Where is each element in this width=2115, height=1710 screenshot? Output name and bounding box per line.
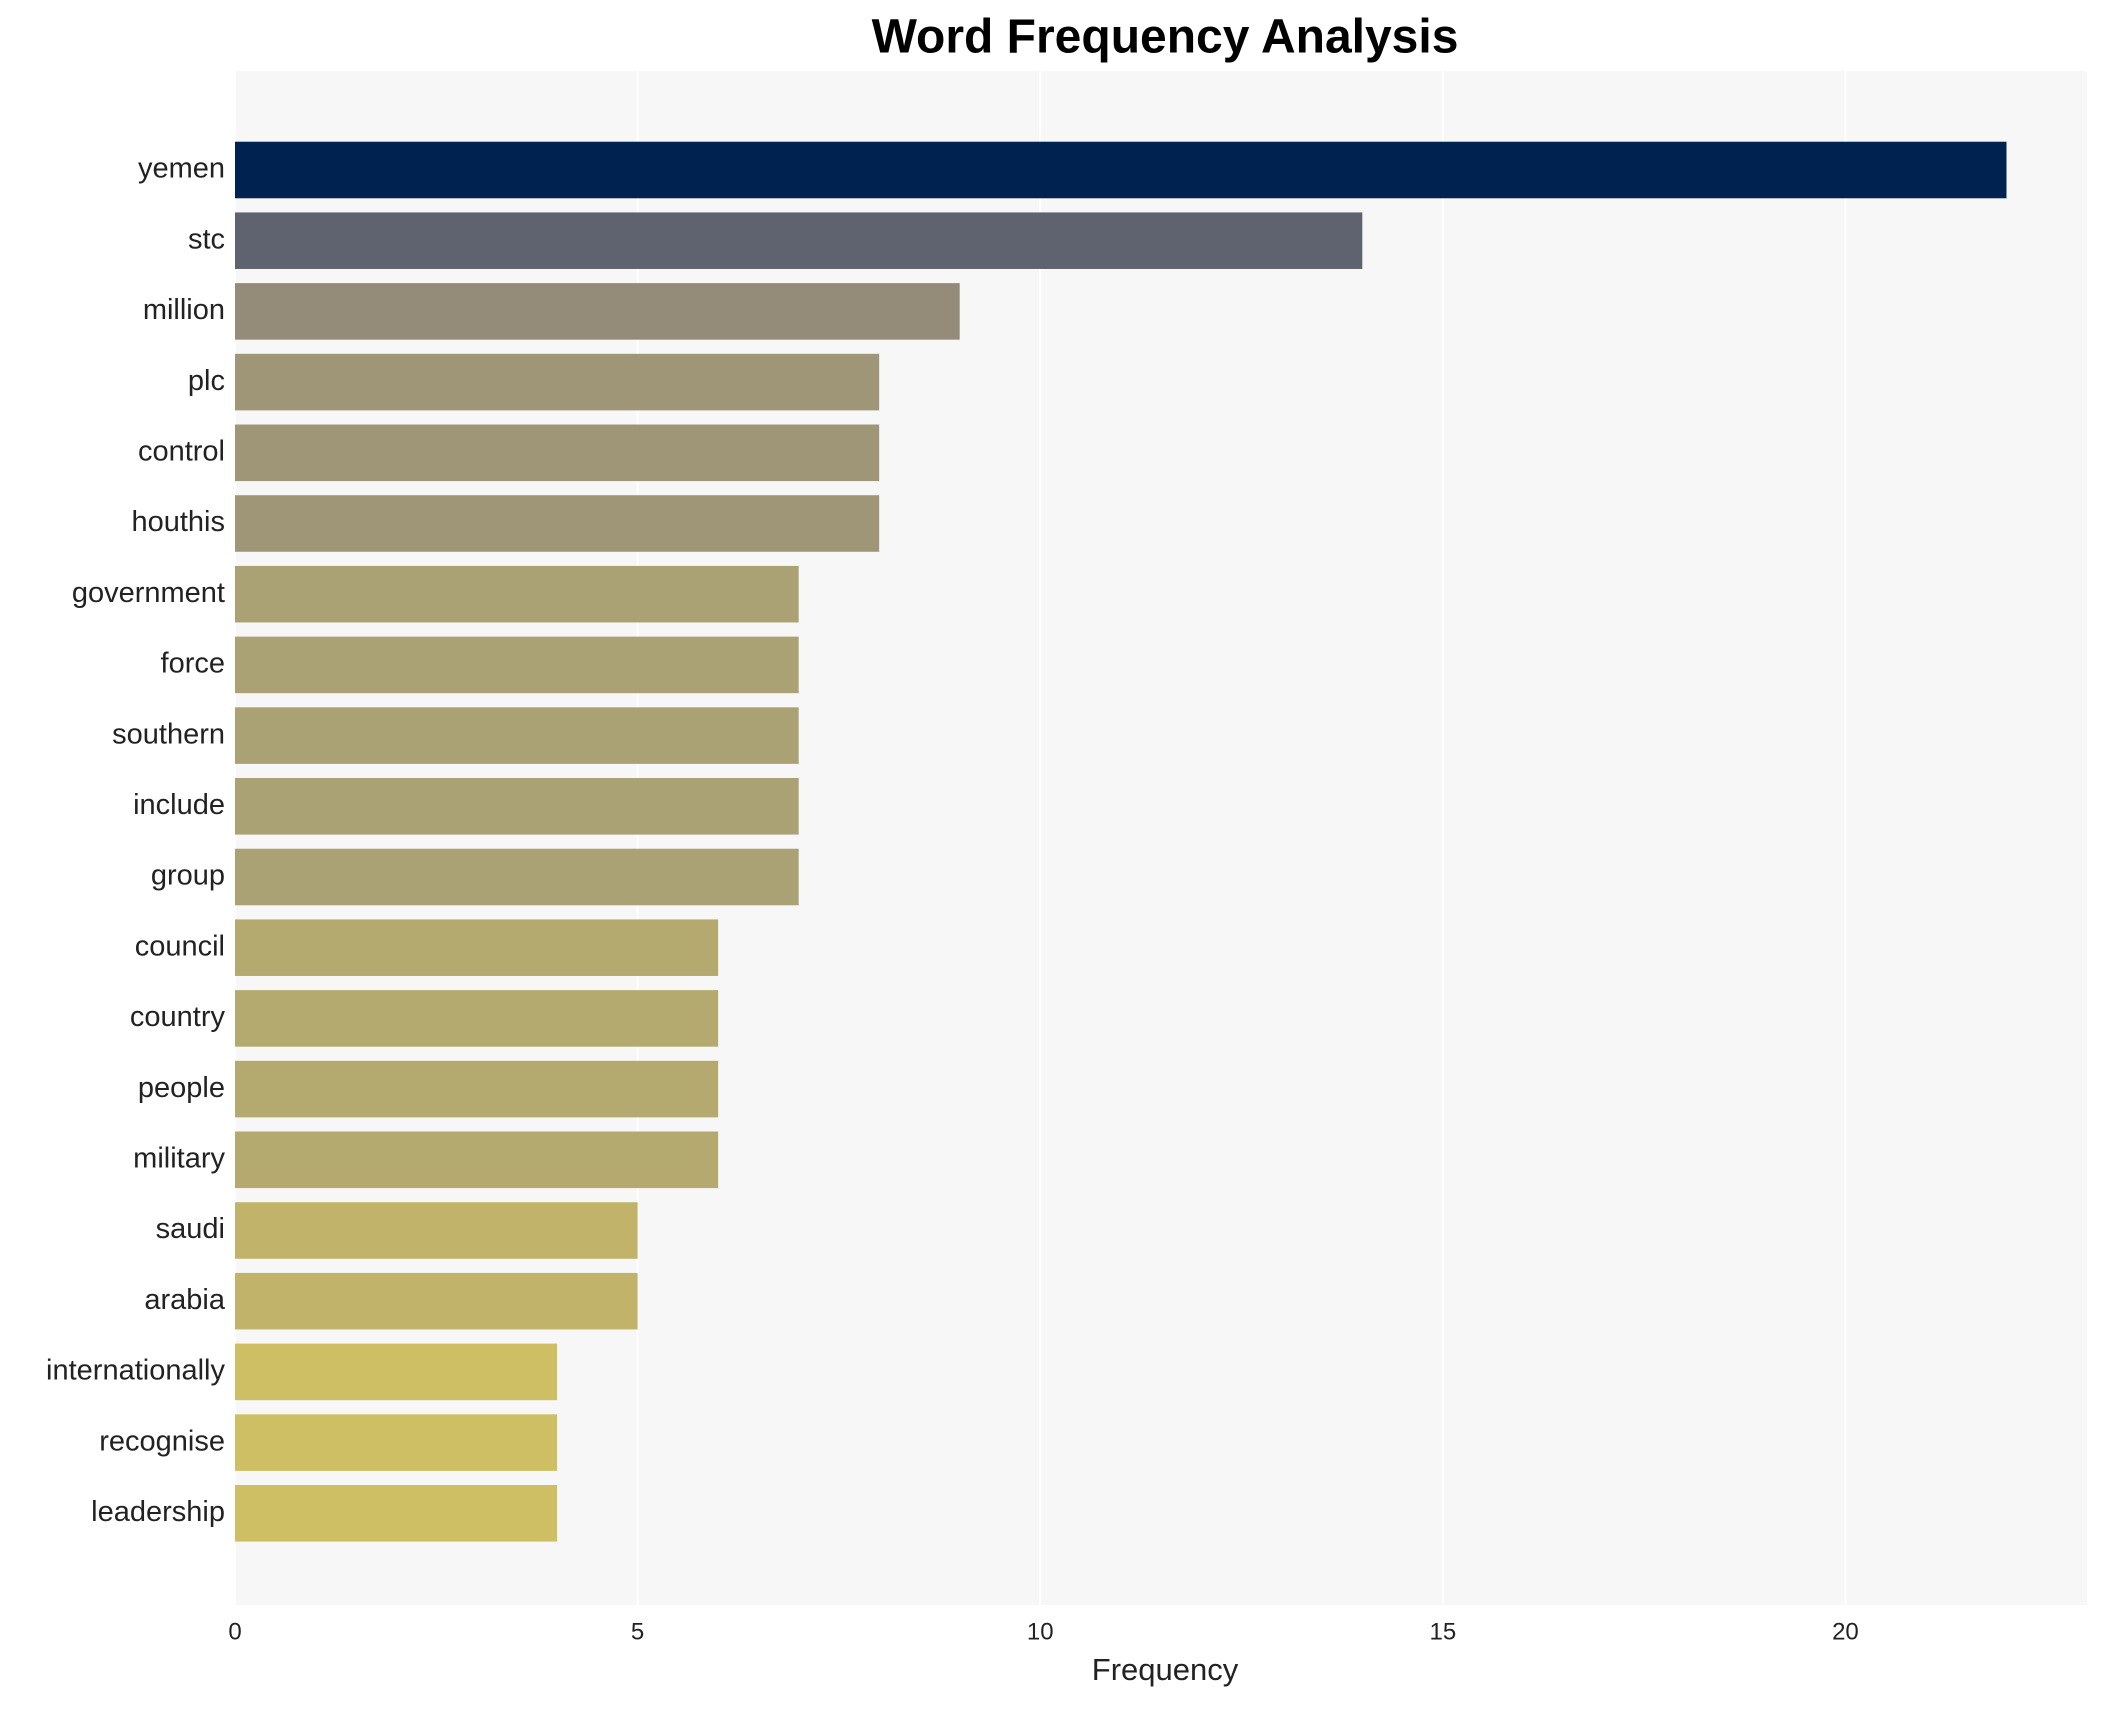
y-tick-label: leadership [91, 1496, 225, 1528]
y-tick-label: stc [188, 223, 225, 255]
bar [235, 212, 1363, 269]
y-tick-label: force [161, 648, 225, 680]
x-tick-label: 10 [1027, 1618, 1054, 1645]
bar [235, 848, 799, 906]
bar [235, 990, 719, 1047]
bar [235, 1343, 558, 1401]
bar [235, 495, 880, 552]
bar [235, 1272, 638, 1330]
x-axis-label: Frequency [1092, 1652, 1239, 1687]
y-tick-label: yemen [138, 153, 225, 185]
bar [235, 707, 799, 764]
x-tick-label: 15 [1429, 1618, 1456, 1645]
y-tick-label: houthis [131, 506, 225, 538]
y-tick-label: military [133, 1142, 225, 1174]
x-tick-label: 0 [228, 1618, 241, 1645]
y-tick-label: internationally [46, 1355, 225, 1387]
y-tick-label: million [143, 294, 225, 326]
bar [235, 1131, 719, 1189]
y-tick-label: group [151, 860, 225, 892]
y-tick-label: saudi [156, 1213, 225, 1245]
chart-title: Word Frequency Analysis [872, 11, 1459, 64]
x-tick-label: 5 [631, 1618, 644, 1645]
x-tick-label: 20 [1832, 1618, 1859, 1645]
bar [235, 1414, 558, 1471]
bar [235, 565, 799, 623]
y-tick-label: southern [112, 718, 225, 750]
y-tick-label: council [135, 930, 225, 962]
y-tick-label: government [72, 577, 225, 609]
y-tick-label: country [130, 1001, 226, 1033]
bar [235, 1202, 638, 1259]
y-tick-label: recognise [99, 1425, 225, 1457]
bar [235, 141, 2007, 199]
y-tick-label: include [133, 789, 225, 821]
bar [235, 1485, 558, 1542]
y-tick-label: plc [188, 365, 225, 397]
y-tick-label: arabia [144, 1284, 225, 1316]
bar [235, 778, 799, 835]
y-tick-label: people [138, 1072, 225, 1104]
bar [235, 424, 880, 482]
y-tick-label: control [138, 435, 225, 467]
bar [235, 919, 719, 976]
bar [235, 283, 960, 340]
bar [235, 636, 799, 694]
bar [235, 353, 880, 411]
bar [235, 1060, 719, 1118]
